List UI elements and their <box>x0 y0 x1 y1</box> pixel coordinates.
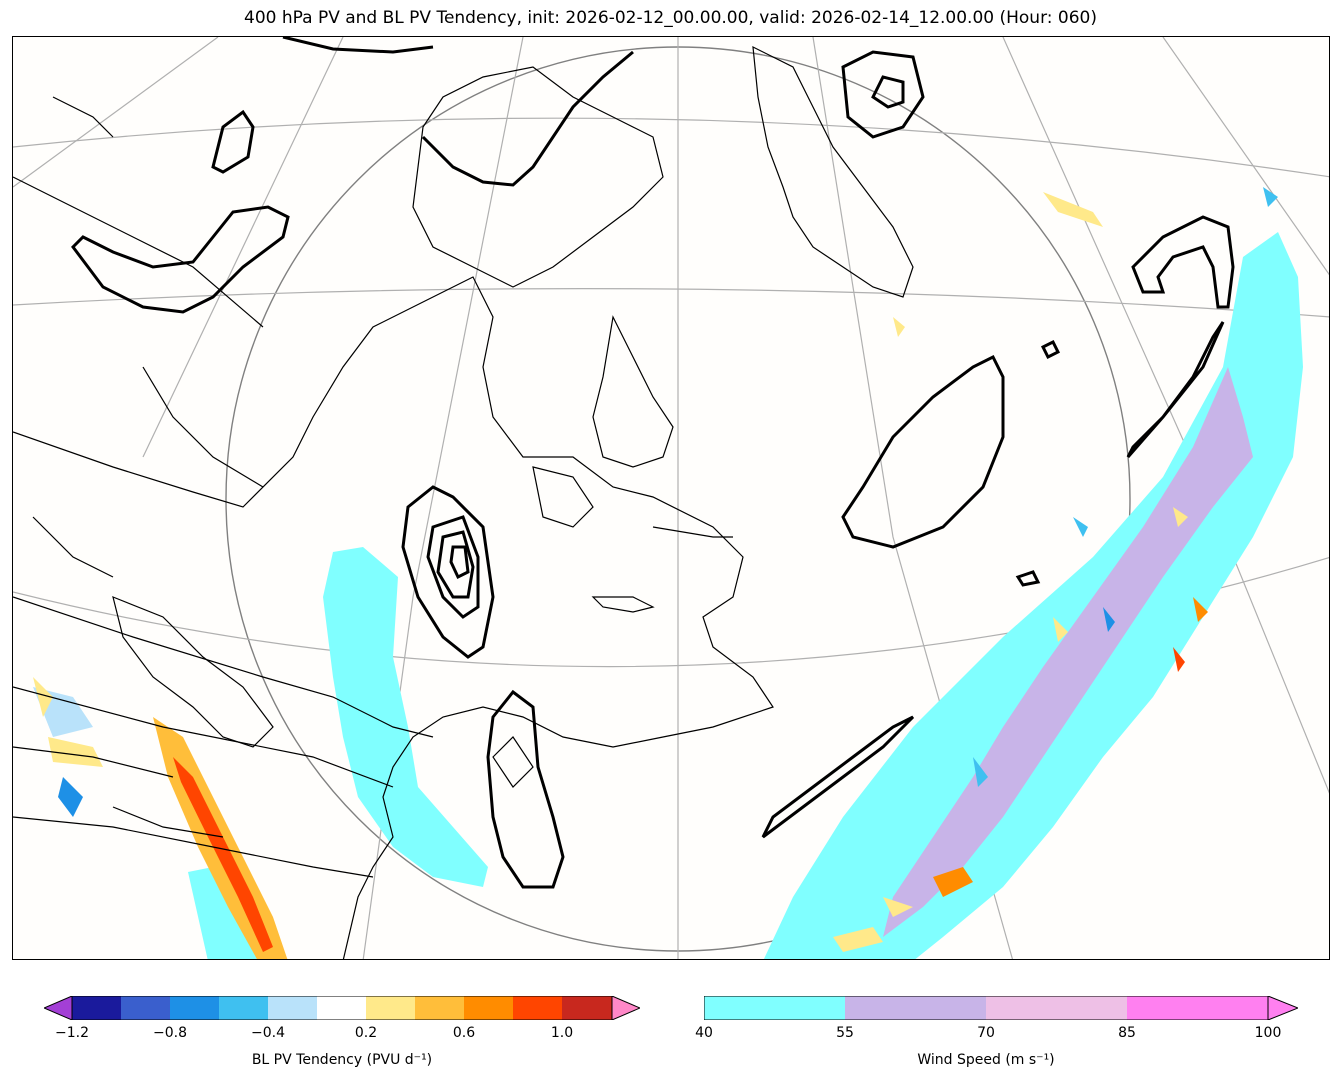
map-title: 400 hPa PV and BL PV Tendency, init: 202… <box>244 8 1097 28</box>
wind-tick: 40 <box>695 1025 713 1041</box>
wind-tick: 100 <box>1254 1025 1282 1041</box>
wind-tick: 55 <box>836 1025 854 1041</box>
pv-band-red <box>173 757 273 952</box>
wind-jet-east <box>763 232 1303 959</box>
pv-tick: −0.4 <box>251 1025 285 1041</box>
pv-tick: −0.8 <box>153 1025 187 1041</box>
pv-colorbar-label: BL PV Tendency (PVU d⁻¹) <box>251 1052 433 1068</box>
pv-tick: −1.2 <box>55 1025 89 1041</box>
pv-tick: 0.6 <box>452 1025 476 1041</box>
pv-tick: 0.2 <box>354 1025 378 1041</box>
pv-colorbar-over <box>611 996 640 1020</box>
wind-colorbar-over <box>1267 996 1298 1020</box>
wind-speed-fill <box>188 232 1303 959</box>
wind-core <box>883 367 1253 937</box>
wind-jet-west <box>323 547 488 887</box>
map-panel <box>12 36 1330 960</box>
wind-tick: 70 <box>977 1025 995 1041</box>
map-svg <box>13 37 1329 959</box>
wind-tick: 85 <box>1118 1025 1136 1041</box>
pv-tendency-colorbar <box>44 996 640 1020</box>
pv-tendency-fill <box>33 187 1278 959</box>
wind-colorbar-label: Wind Speed (m s⁻¹) <box>917 1052 1055 1068</box>
coastlines <box>13 45 914 959</box>
pv-tick: 1.0 <box>550 1025 574 1041</box>
pv-contours <box>71 37 1235 889</box>
wind-speed-colorbar <box>704 996 1298 1020</box>
pv-colorbar-under <box>44 996 73 1020</box>
